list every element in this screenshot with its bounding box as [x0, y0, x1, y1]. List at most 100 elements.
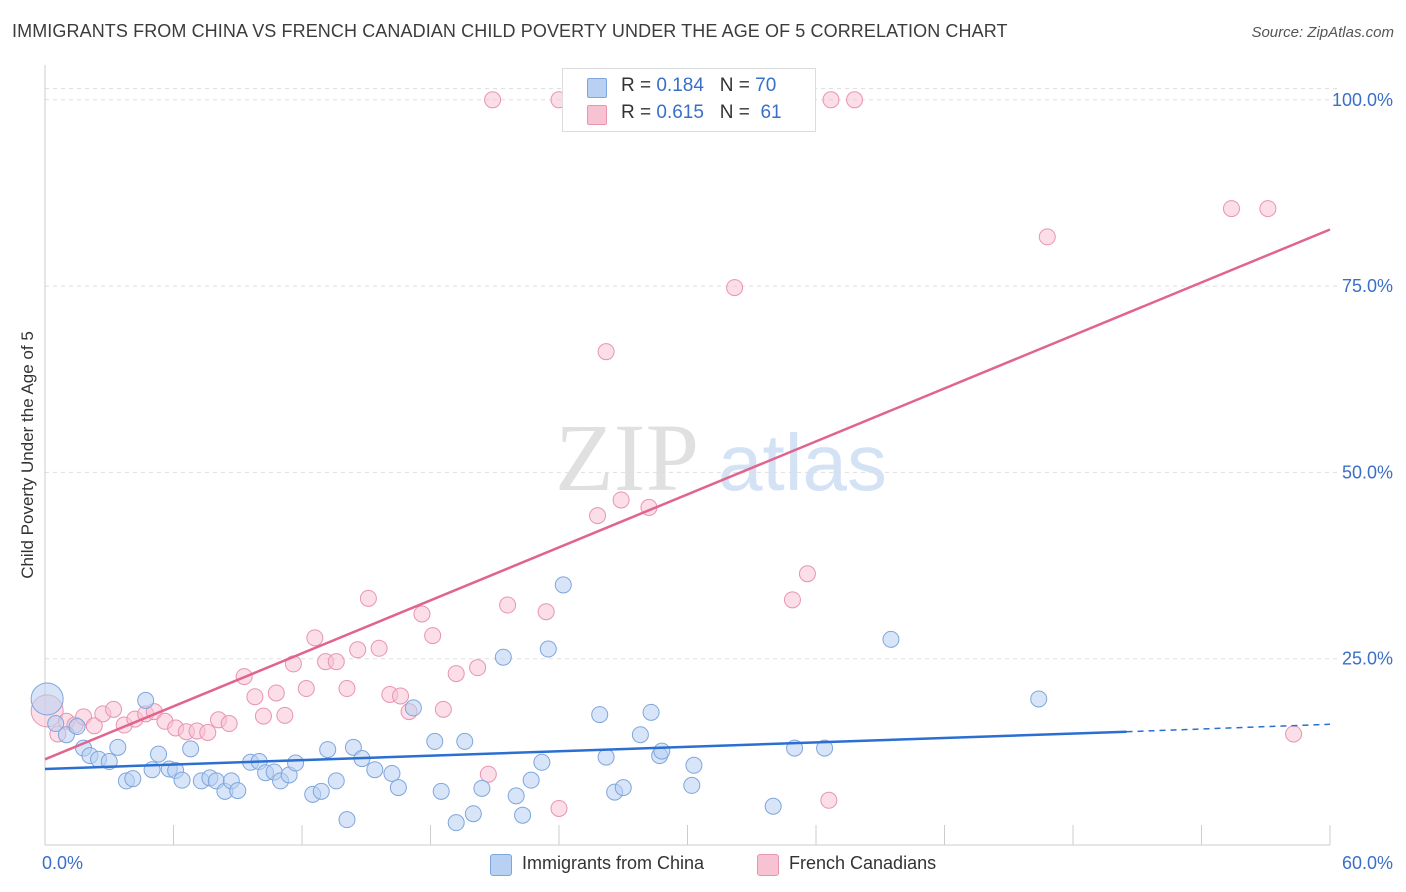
french-point [254, 707, 272, 725]
china-point [68, 718, 86, 736]
y-tick-label: 100.0% [1332, 90, 1393, 110]
china-point [229, 782, 247, 800]
french-point [820, 791, 838, 809]
french-point [370, 639, 388, 657]
y-tick-label: 50.0% [1342, 462, 1393, 482]
watermark-atlas: atlas [718, 418, 887, 507]
french-point [246, 688, 264, 706]
french-point [484, 91, 502, 109]
china-point [182, 740, 200, 758]
china-point [109, 738, 127, 756]
china-point [432, 782, 450, 800]
china-point [494, 648, 512, 666]
french-point [413, 605, 431, 623]
china-point [344, 738, 362, 756]
french-point [434, 700, 452, 718]
china-point [507, 787, 525, 805]
french-point [327, 653, 345, 671]
legend-swatch-french [587, 105, 607, 125]
french-point [1259, 200, 1277, 218]
china-point [30, 682, 64, 716]
china-point [764, 797, 782, 815]
french-point [846, 91, 864, 109]
french-point [822, 91, 840, 109]
series-swatch-french [757, 854, 779, 876]
french-point [220, 715, 238, 733]
china-point [614, 779, 632, 797]
french-point [550, 799, 568, 817]
y-axis-title: Child Poverty Under the Age of 5 [18, 331, 37, 579]
series-swatch-china [490, 854, 512, 876]
french-point [85, 717, 103, 735]
french-point [499, 596, 517, 614]
french-point [1222, 200, 1240, 218]
chart-title: IMMIGRANTS FROM CHINA VS FRENCH CANADIAN… [12, 21, 1008, 41]
china-point [554, 576, 572, 594]
legend-r-value: 0.184 [656, 75, 704, 96]
china-point [137, 691, 155, 709]
french-point [469, 659, 487, 677]
legend-swatch-china [587, 78, 607, 98]
french-point [479, 765, 497, 783]
china-point [456, 732, 474, 750]
china-point [683, 776, 701, 794]
series-label-french: French Canadians [789, 853, 937, 873]
french-point [726, 279, 744, 297]
stats-legend: R = 0.184 N = 70 R = 0.615 N = 61 [562, 68, 816, 132]
china-point [173, 771, 191, 789]
legend-n-label: N = [719, 75, 750, 96]
china-point [338, 811, 356, 829]
china-point [287, 754, 305, 772]
legend-r-label: R = [621, 75, 652, 96]
china-point [514, 806, 532, 824]
legend-n-value: 70 [755, 75, 777, 96]
french-point [349, 641, 367, 659]
china-point [404, 699, 422, 717]
french-point [306, 629, 324, 647]
china-point [642, 703, 660, 721]
china-point [653, 742, 671, 760]
french-point [783, 591, 801, 609]
french-point [359, 589, 377, 607]
china-point [312, 782, 330, 800]
china-trend-extension [1126, 723, 1331, 733]
french-point [1285, 725, 1303, 743]
french-point [798, 565, 816, 583]
china-point [47, 715, 65, 733]
x-tick-label-max: 60.0% [1342, 853, 1393, 873]
french-point [597, 343, 615, 361]
french-point [424, 627, 442, 645]
legend-n-value: 61 [760, 102, 782, 123]
legend-r-label: R = [621, 102, 652, 123]
series-label-china: Immigrants from China [522, 853, 705, 873]
china-point [473, 779, 491, 797]
french-point [338, 680, 356, 698]
watermark-zip: ZIP [555, 404, 699, 511]
china-point [366, 761, 384, 779]
china-point [327, 772, 345, 790]
source-label: Source: ZipAtlas.com [1251, 24, 1394, 41]
y-tick-label: 25.0% [1342, 649, 1393, 669]
china-point [522, 771, 540, 789]
legend-n-label: N = [719, 102, 750, 123]
china-point [816, 739, 834, 757]
china-point [389, 779, 407, 797]
china-point [124, 770, 142, 788]
china-point [426, 732, 444, 750]
china-point [685, 756, 703, 774]
china-point [150, 745, 168, 763]
china-point [591, 706, 609, 724]
series-legend: Immigrants from China French Canadians [0, 852, 1406, 878]
china-point [447, 814, 465, 832]
french-point [1038, 228, 1056, 246]
french-point [276, 706, 294, 724]
china-point [533, 753, 551, 771]
french-point [297, 680, 315, 698]
french-point [447, 665, 465, 683]
french-point [537, 603, 555, 621]
french-point [267, 684, 285, 702]
china-point [1030, 690, 1048, 708]
china-trend-line [44, 730, 1127, 771]
china-point [882, 630, 900, 648]
